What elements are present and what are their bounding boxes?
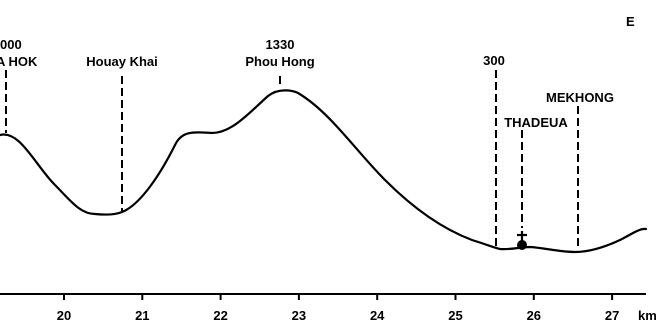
phou-hong-name-label: Phou Hong: [245, 54, 314, 69]
axis-tick-label: 25: [448, 308, 462, 323]
hok-name-label: A HOK: [0, 54, 38, 69]
axis-tick-label: 26: [527, 308, 541, 323]
thadeua-label: THADEUA: [504, 115, 568, 130]
km25-5-elevation-label: 300: [483, 53, 505, 68]
terrain-profile-line: [0, 89, 648, 254]
houay-khai-label: Houay Khai: [86, 54, 158, 69]
church-cross-icon: [517, 231, 527, 250]
direction-label: E: [626, 14, 635, 29]
axis-ticks: 20 21 22 23 24 25 26 27: [57, 294, 619, 323]
axis-tick-label: 24: [370, 308, 385, 323]
hok-elevation-label: 000: [0, 37, 22, 52]
mekhong-label: MEKHONG: [546, 90, 614, 105]
unit-label: km: [638, 308, 657, 323]
axis-tick-label: 21: [135, 308, 149, 323]
phou-hong-elevation-label: 1330: [266, 37, 295, 52]
axis-tick-label: 22: [213, 308, 227, 323]
axis-tick-label: 23: [292, 308, 306, 323]
axis-tick-label: 20: [57, 308, 71, 323]
axis-tick-label: 27: [605, 308, 619, 323]
